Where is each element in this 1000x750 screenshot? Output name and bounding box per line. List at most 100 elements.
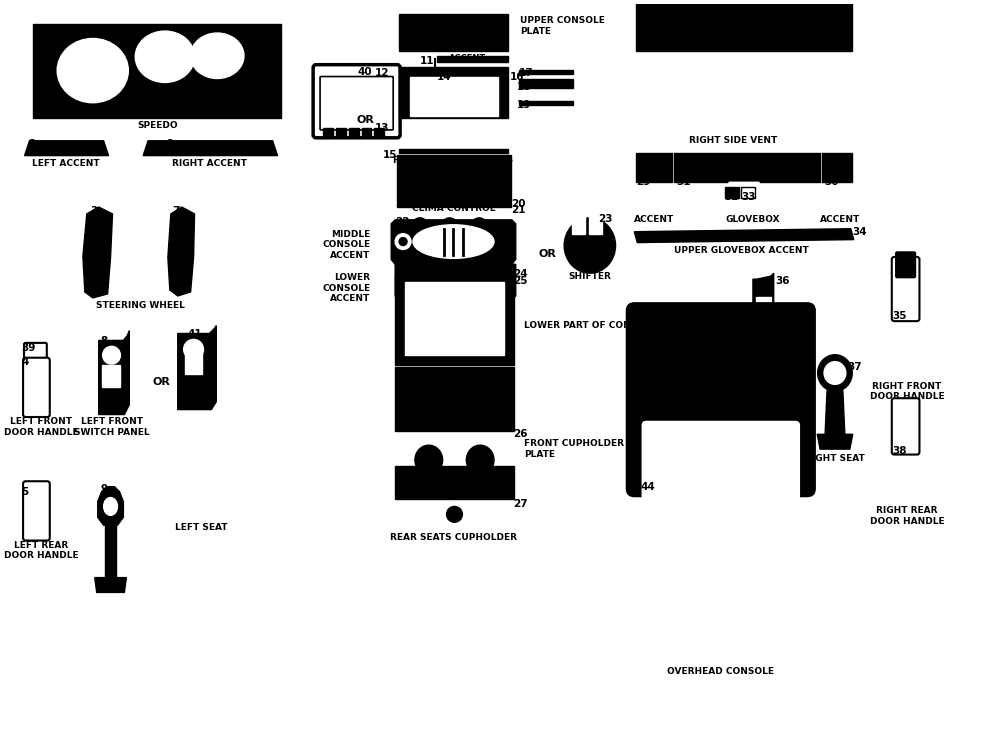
Text: RIGHT FRONT
DOOR HANDLE: RIGHT FRONT DOOR HANDLE xyxy=(870,382,944,401)
Bar xyxy=(397,203,511,207)
FancyBboxPatch shape xyxy=(892,257,919,321)
Text: 4: 4 xyxy=(22,357,29,368)
Bar xyxy=(349,128,359,136)
Polygon shape xyxy=(391,220,516,264)
Text: 19: 19 xyxy=(517,100,531,110)
Text: 9: 9 xyxy=(101,484,108,494)
Bar xyxy=(397,154,511,202)
Polygon shape xyxy=(753,273,774,360)
Bar xyxy=(102,365,120,387)
Text: 23: 23 xyxy=(598,214,612,224)
Bar xyxy=(519,101,573,105)
Ellipse shape xyxy=(466,446,494,475)
Ellipse shape xyxy=(824,362,846,385)
Bar xyxy=(362,128,371,136)
Text: 22: 22 xyxy=(395,217,410,226)
FancyBboxPatch shape xyxy=(23,358,50,417)
Text: OR: OR xyxy=(153,377,171,387)
Text: LEFT REAR
DOOR HANDLE: LEFT REAR DOOR HANDLE xyxy=(4,541,79,560)
Circle shape xyxy=(407,213,433,238)
Polygon shape xyxy=(634,229,854,242)
Circle shape xyxy=(466,213,492,238)
Bar xyxy=(437,56,508,62)
Circle shape xyxy=(395,234,411,250)
Bar xyxy=(105,525,116,578)
Text: LEFT SEAT: LEFT SEAT xyxy=(175,524,227,532)
FancyBboxPatch shape xyxy=(642,560,799,639)
Polygon shape xyxy=(98,487,123,525)
Polygon shape xyxy=(95,578,126,592)
Text: 40: 40 xyxy=(358,67,372,76)
Bar xyxy=(636,0,852,51)
Text: RIGHT FRONT
DOOR SWITCH: RIGHT FRONT DOOR SWITCH xyxy=(726,364,799,383)
Text: 3: 3 xyxy=(91,206,98,216)
FancyBboxPatch shape xyxy=(642,422,799,500)
Text: ACCENT: ACCENT xyxy=(634,215,674,224)
Ellipse shape xyxy=(57,38,128,103)
Circle shape xyxy=(442,502,467,527)
Bar xyxy=(33,24,281,118)
Bar xyxy=(572,210,585,234)
Bar xyxy=(399,14,508,51)
FancyBboxPatch shape xyxy=(320,76,393,130)
Text: 1: 1 xyxy=(34,24,42,34)
Text: UPPER GLOVEBOX ACCENT: UPPER GLOVEBOX ACCENT xyxy=(674,245,808,254)
Text: 42: 42 xyxy=(897,266,912,275)
Text: 34: 34 xyxy=(853,226,867,237)
Bar xyxy=(636,153,672,182)
Ellipse shape xyxy=(409,438,449,482)
Text: LEFT ACCENT: LEFT ACCENT xyxy=(32,158,100,167)
Text: OR: OR xyxy=(357,115,374,125)
Text: 38: 38 xyxy=(892,446,907,456)
Polygon shape xyxy=(168,207,195,296)
Polygon shape xyxy=(143,141,278,155)
Circle shape xyxy=(437,213,462,238)
Text: 16: 16 xyxy=(510,71,524,82)
Circle shape xyxy=(447,506,462,522)
Bar xyxy=(399,148,508,153)
Text: 8: 8 xyxy=(101,337,108,346)
Bar xyxy=(519,79,573,88)
Text: RIGHT REAR
DOOR HANDLE: RIGHT REAR DOOR HANDLE xyxy=(870,506,944,526)
Ellipse shape xyxy=(104,497,117,515)
Text: 12: 12 xyxy=(374,68,389,78)
Text: SPEEDO: SPEEDO xyxy=(138,121,178,130)
Text: 24: 24 xyxy=(513,269,527,279)
Text: 28: 28 xyxy=(636,14,651,24)
Bar xyxy=(336,128,346,136)
FancyBboxPatch shape xyxy=(313,64,400,138)
Text: 25: 25 xyxy=(513,276,527,286)
Text: GLOVEBOX: GLOVEBOX xyxy=(726,215,780,224)
Text: LEFT FRONT
SWITCH PANEL: LEFT FRONT SWITCH PANEL xyxy=(74,418,149,437)
Text: MIDDLE
CONSOLE
ACCENT: MIDDLE CONSOLE ACCENT xyxy=(322,230,370,260)
Polygon shape xyxy=(178,326,216,410)
Text: ACCENT: ACCENT xyxy=(820,215,860,224)
Text: ACCENT: ACCENT xyxy=(449,54,486,63)
Bar xyxy=(741,188,755,198)
Polygon shape xyxy=(817,434,853,449)
Text: 37: 37 xyxy=(847,362,861,372)
Ellipse shape xyxy=(783,58,852,122)
Text: 2: 2 xyxy=(29,139,36,148)
Text: 29: 29 xyxy=(636,177,651,188)
Text: FRONT DASH W/PLATES: FRONT DASH W/PLATES xyxy=(393,155,514,164)
Text: 35: 35 xyxy=(892,310,907,321)
Polygon shape xyxy=(25,141,109,155)
Text: 6: 6 xyxy=(165,139,172,148)
Polygon shape xyxy=(99,331,129,415)
Text: 26: 26 xyxy=(513,429,527,439)
Circle shape xyxy=(471,217,487,234)
Bar xyxy=(503,70,508,118)
Text: 14: 14 xyxy=(437,71,451,82)
FancyBboxPatch shape xyxy=(626,303,815,496)
Ellipse shape xyxy=(415,446,443,475)
Text: REAR SEATS CUPHOLDER: REAR SEATS CUPHOLDER xyxy=(390,533,517,542)
Bar xyxy=(395,466,514,499)
Circle shape xyxy=(585,244,595,254)
Text: 33: 33 xyxy=(741,192,756,202)
Text: 30: 30 xyxy=(824,177,839,188)
Ellipse shape xyxy=(460,438,500,482)
Text: CLIMA CONTROL: CLIMA CONTROL xyxy=(412,204,495,213)
Bar xyxy=(374,128,384,136)
Text: 7: 7 xyxy=(172,206,179,216)
